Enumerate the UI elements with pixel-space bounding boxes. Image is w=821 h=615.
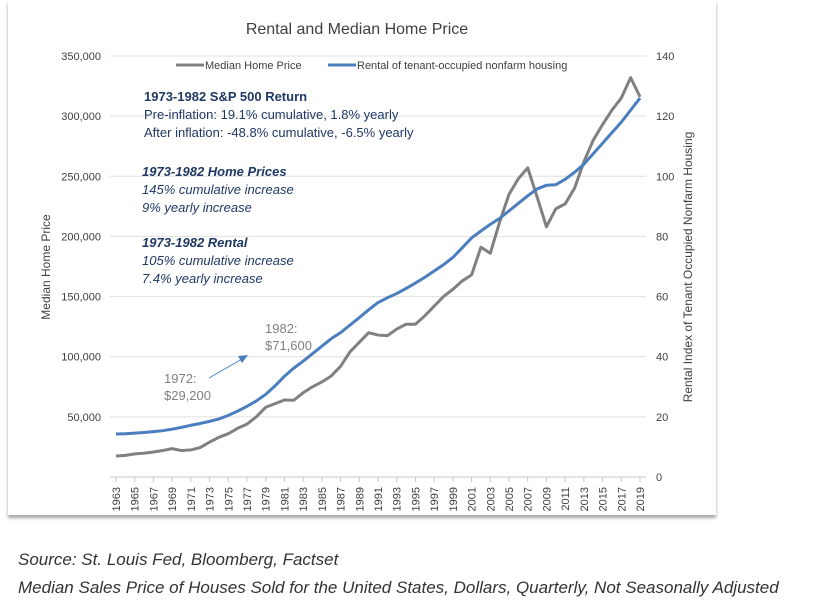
x-tick-label: 1975 (223, 487, 235, 511)
x-tick-label: 1967 (148, 487, 160, 511)
y2-tick-label: 120 (656, 111, 674, 123)
x-tick-label: 1987 (336, 487, 348, 511)
annotation-sp500-line1: Pre-inflation: 19.1% cumulative, 1.8% ye… (144, 107, 399, 122)
annotation-arrow (208, 358, 243, 379)
x-tick-label: 2019 (635, 487, 647, 511)
x-tick-label: 2013 (579, 487, 591, 511)
annotation-1972-value: $29,200 (164, 388, 211, 403)
arrow-head-icon (238, 355, 248, 363)
x-tick-label: 2011 (560, 487, 572, 511)
y-tick-label: 200,000 (61, 231, 101, 243)
x-tick-label: 1979 (261, 487, 273, 511)
x-tick-label: 1963 (111, 487, 123, 511)
x-tick-label: 2009 (541, 487, 553, 511)
series-line-home-price (115, 76, 642, 458)
x-tick-label: 1977 (242, 487, 254, 511)
x-tick-label: 1989 (354, 487, 366, 511)
annotation-home-title: 1973-1982 Home Prices (142, 164, 287, 179)
x-tick-label: 1973 (205, 487, 217, 511)
annotation-rental-title: 1973-1982 Rental (142, 235, 248, 250)
legend-label-home: Median Home Price (205, 60, 302, 72)
x-tick-label: 1999 (448, 487, 460, 511)
annotation-1972-label: 1972: (164, 371, 197, 386)
x-tick-label: 2015 (598, 487, 610, 511)
y-tick-label: 150,000 (61, 292, 101, 304)
x-tick-label: 1965 (130, 487, 142, 511)
series-line-rental (115, 97, 642, 436)
data-description: Median Sales Price of Houses Sold for th… (18, 578, 779, 597)
y-tick-label: 350,000 (61, 51, 101, 63)
x-tick-label: 1997 (429, 487, 441, 511)
y-axis-label: Median Home Price (39, 214, 53, 320)
y-tick-label: 100,000 (61, 352, 101, 364)
legend-label-rental: Rental of tenant-occupied nonfarm housin… (357, 60, 567, 72)
x-tick-label: 1995 (410, 487, 422, 511)
y2-tick-label: 80 (656, 231, 668, 243)
y2-tick-label: 20 (656, 412, 668, 424)
y2-tick-label: 0 (656, 472, 662, 484)
chart: Rental and Median Home Price 350,000 300,… (39, 21, 695, 511)
x-tick-label: 1971 (186, 487, 198, 511)
annotation-sp500-title: 1973-1982 S&P 500 Return (144, 89, 307, 104)
annotation-1982-value: $71,600 (265, 338, 312, 353)
x-tick-label: 1981 (279, 487, 291, 511)
annotation-rental-line1: 105% cumulative increase (142, 253, 294, 268)
y2-tick-label: 140 (656, 51, 674, 63)
y-tick-label: 300,000 (61, 111, 101, 123)
x-tick-label: 2007 (523, 487, 535, 511)
annotation-rental-line2: 7.4% yearly increase (142, 271, 263, 286)
chart-frame (8, 0, 716, 515)
annotation-1982-label: 1982: (265, 321, 298, 336)
chart-title: Rental and Median Home Price (246, 21, 468, 38)
x-tick-label: 2017 (616, 487, 628, 511)
y2-tick-label: 60 (656, 292, 668, 304)
y-tick-label: 50,000 (67, 412, 101, 424)
x-tick-label: 1985 (317, 487, 329, 511)
legend: Median Home Price Rental of tenant-occup… (176, 60, 567, 72)
y2-tick-label: 40 (656, 352, 668, 364)
x-tick-label: 1993 (392, 487, 404, 511)
x-tick-label: 1983 (298, 487, 310, 511)
annotation-home-line2: 9% yearly increase (142, 200, 252, 215)
x-tick-label: 2001 (467, 487, 479, 511)
source-note: Source: St. Louis Fed, Bloomberg, Factse… (18, 550, 339, 569)
x-tick-label: 2003 (485, 487, 497, 511)
y2-tick-label: 100 (656, 171, 674, 183)
x-tick-label: 1991 (373, 487, 385, 511)
x-tick-label: 1969 (167, 487, 179, 511)
y-tick-label: 250,000 (61, 171, 101, 183)
x-tick-label: 2005 (504, 487, 516, 511)
annotation-home-line1: 145% cumulative increase (142, 182, 294, 197)
y2-axis-label: Rental Index of Tenant Occupied Nonfarm … (681, 132, 695, 403)
annotation-sp500-line2: After inflation: -48.8% cumulative, -6.5… (144, 125, 414, 140)
